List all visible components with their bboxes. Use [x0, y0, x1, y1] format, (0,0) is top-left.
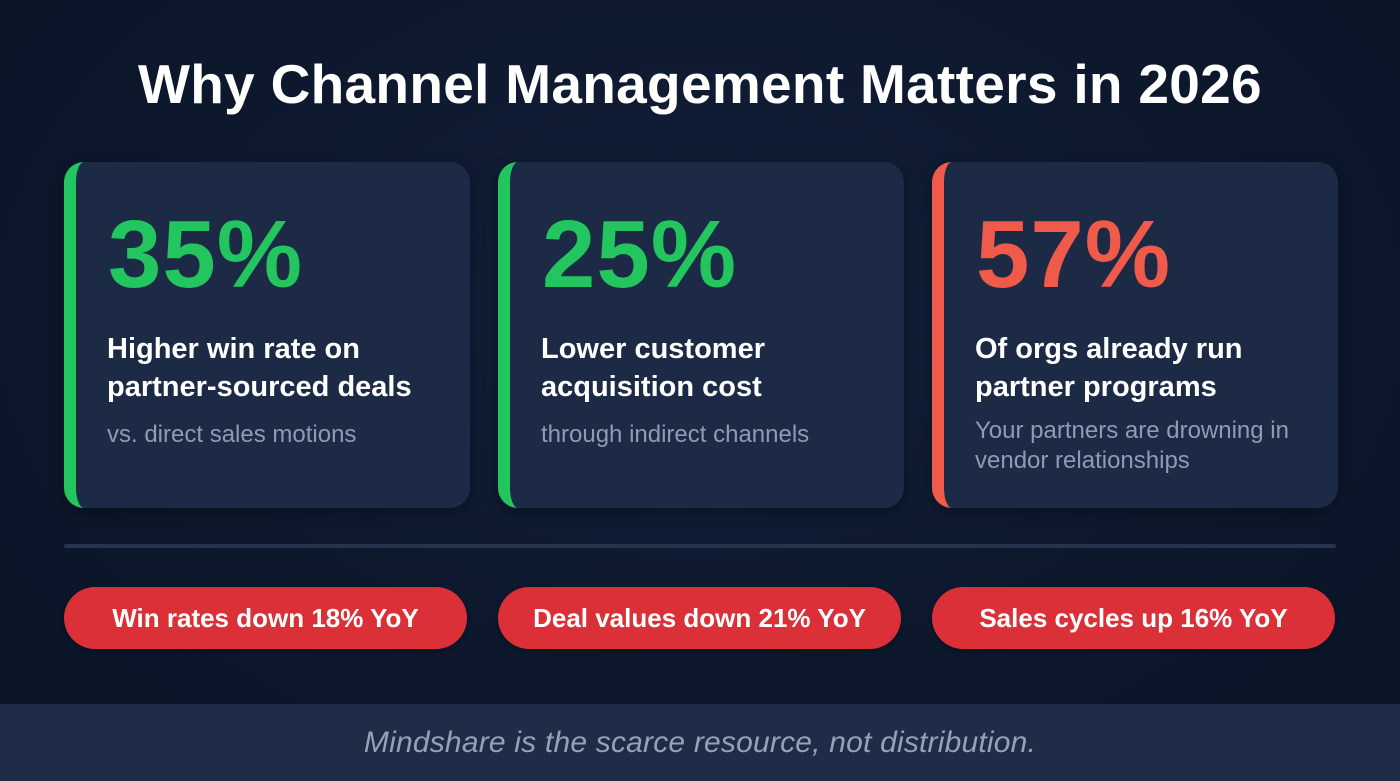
trend-pill-deal-values: Deal values down 21% YoY — [498, 587, 901, 649]
section-divider — [64, 544, 1336, 548]
stat-card-win-rate: 35% Higher win rate on partner-sourced d… — [64, 162, 470, 508]
stat-headline: Lower customer acquisition cost — [541, 333, 765, 403]
footer-tagline: Mindshare is the scarce resource, not di… — [363, 725, 1037, 759]
stat-value: 25% — [542, 201, 738, 308]
trend-pill-sales-cycles: Sales cycles up 16% YoY — [932, 587, 1335, 649]
trend-label: Sales cycles up 16% YoY — [979, 602, 1288, 633]
stat-card-partner-programs: 57% Of orgs already run partner programs… — [932, 162, 1338, 508]
stat-card-acquisition-cost: 25% Lower customer acquisition cost thro… — [498, 162, 904, 508]
stat-headline: Higher win rate on partner-sourced deals — [107, 333, 412, 403]
page-title: Why Channel Management Matters in 2026 — [138, 53, 1262, 115]
footer-banner: Mindshare is the scarce resource, not di… — [0, 704, 1400, 781]
trend-label: Deal values down 21% YoY — [533, 602, 866, 633]
trend-pill-win-rates: Win rates down 18% YoY — [64, 587, 467, 649]
stat-subtext: vs. direct sales motions — [107, 421, 357, 448]
trend-label: Win rates down 18% YoY — [112, 602, 419, 633]
stat-subtext: through indirect channels — [541, 421, 810, 448]
stat-headline: Of orgs already run partner programs — [975, 333, 1243, 403]
stat-value: 57% — [976, 201, 1172, 308]
stat-subtext: Your partners are drowning in vendor rel… — [975, 417, 1289, 474]
stat-value: 35% — [108, 201, 304, 308]
